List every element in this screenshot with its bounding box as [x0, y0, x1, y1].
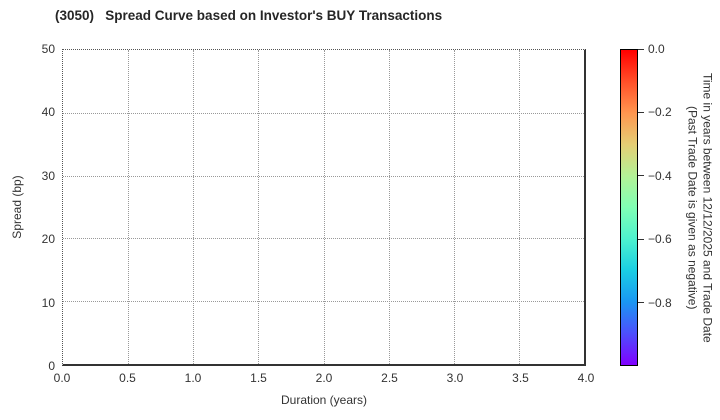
colorbar-tick-mark: [638, 111, 644, 113]
colorbar-tick-mark: [638, 302, 644, 304]
colorbar-tick-mark: [638, 48, 644, 50]
gridline-x: [128, 50, 130, 364]
gridline-y: [63, 175, 584, 177]
gridline-x: [453, 50, 455, 364]
colorbar-ticks: 0.0 −0.2 −0.4 −0.6 −0.8: [638, 42, 698, 366]
x-tick-label: 3.0: [446, 371, 464, 385]
colorbar-label-line-2: (Past Trade Date is given as negative): [685, 105, 700, 310]
colorbar-tick-label: −0.2: [648, 105, 672, 120]
chart-title: (3050) Spread Curve based on Investor's …: [55, 8, 443, 23]
x-tick-label: 4.0: [577, 371, 595, 385]
gridline-y: [63, 301, 584, 303]
colorbar-label: Time in years between 12/12/2025 and Tra…: [684, 49, 715, 366]
colorbar-gradient: [620, 49, 638, 366]
colorbar-tick-label: −0.8: [648, 295, 672, 310]
x-tick-label: 2.5: [381, 371, 398, 385]
x-tick-label: 2.0: [315, 371, 333, 385]
x-axis-ticks: 0.0 0.5 1.0 1.5 2.0 2.5 3.0 3.5 4.0: [54, 371, 595, 386]
y-tick-label: 40: [41, 105, 55, 120]
x-tick-label: 3.5: [512, 371, 529, 385]
x-tick-label: 1.0: [184, 371, 202, 385]
gridline-y: [63, 238, 584, 240]
colorbar-tick-label: −0.6: [648, 232, 672, 247]
gridline-x: [258, 50, 260, 364]
y-tick-label: 20: [41, 232, 55, 247]
colorbar-tick-mark: [638, 175, 644, 177]
y-tick-label: 10: [41, 295, 55, 310]
y-tick-label: 30: [41, 168, 55, 183]
colorbar-tick-label: 0.0: [648, 42, 665, 56]
gridline-x: [518, 50, 520, 364]
x-tick-label: 1.5: [250, 371, 267, 385]
gridline-x: [323, 50, 325, 364]
gridline-x: [388, 50, 390, 364]
y-axis-ticks: 0 10 20 30 40 50: [0, 42, 55, 373]
colorbar-tick-mark: [638, 238, 644, 240]
x-axis-label: Duration (years): [280, 393, 368, 407]
plot-area: [62, 49, 586, 366]
y-tick-label: 0: [48, 359, 55, 373]
x-tick-label: 0.0: [53, 371, 71, 385]
x-tick-label: 0.5: [119, 371, 136, 385]
colorbar-label-line-1: Time in years between 12/12/2025 and Tra…: [700, 72, 715, 343]
gridline-y: [63, 112, 584, 114]
colorbar-tick-label: −0.4: [648, 168, 672, 183]
y-tick-label: 50: [41, 42, 55, 56]
gridline-x: [193, 50, 195, 364]
